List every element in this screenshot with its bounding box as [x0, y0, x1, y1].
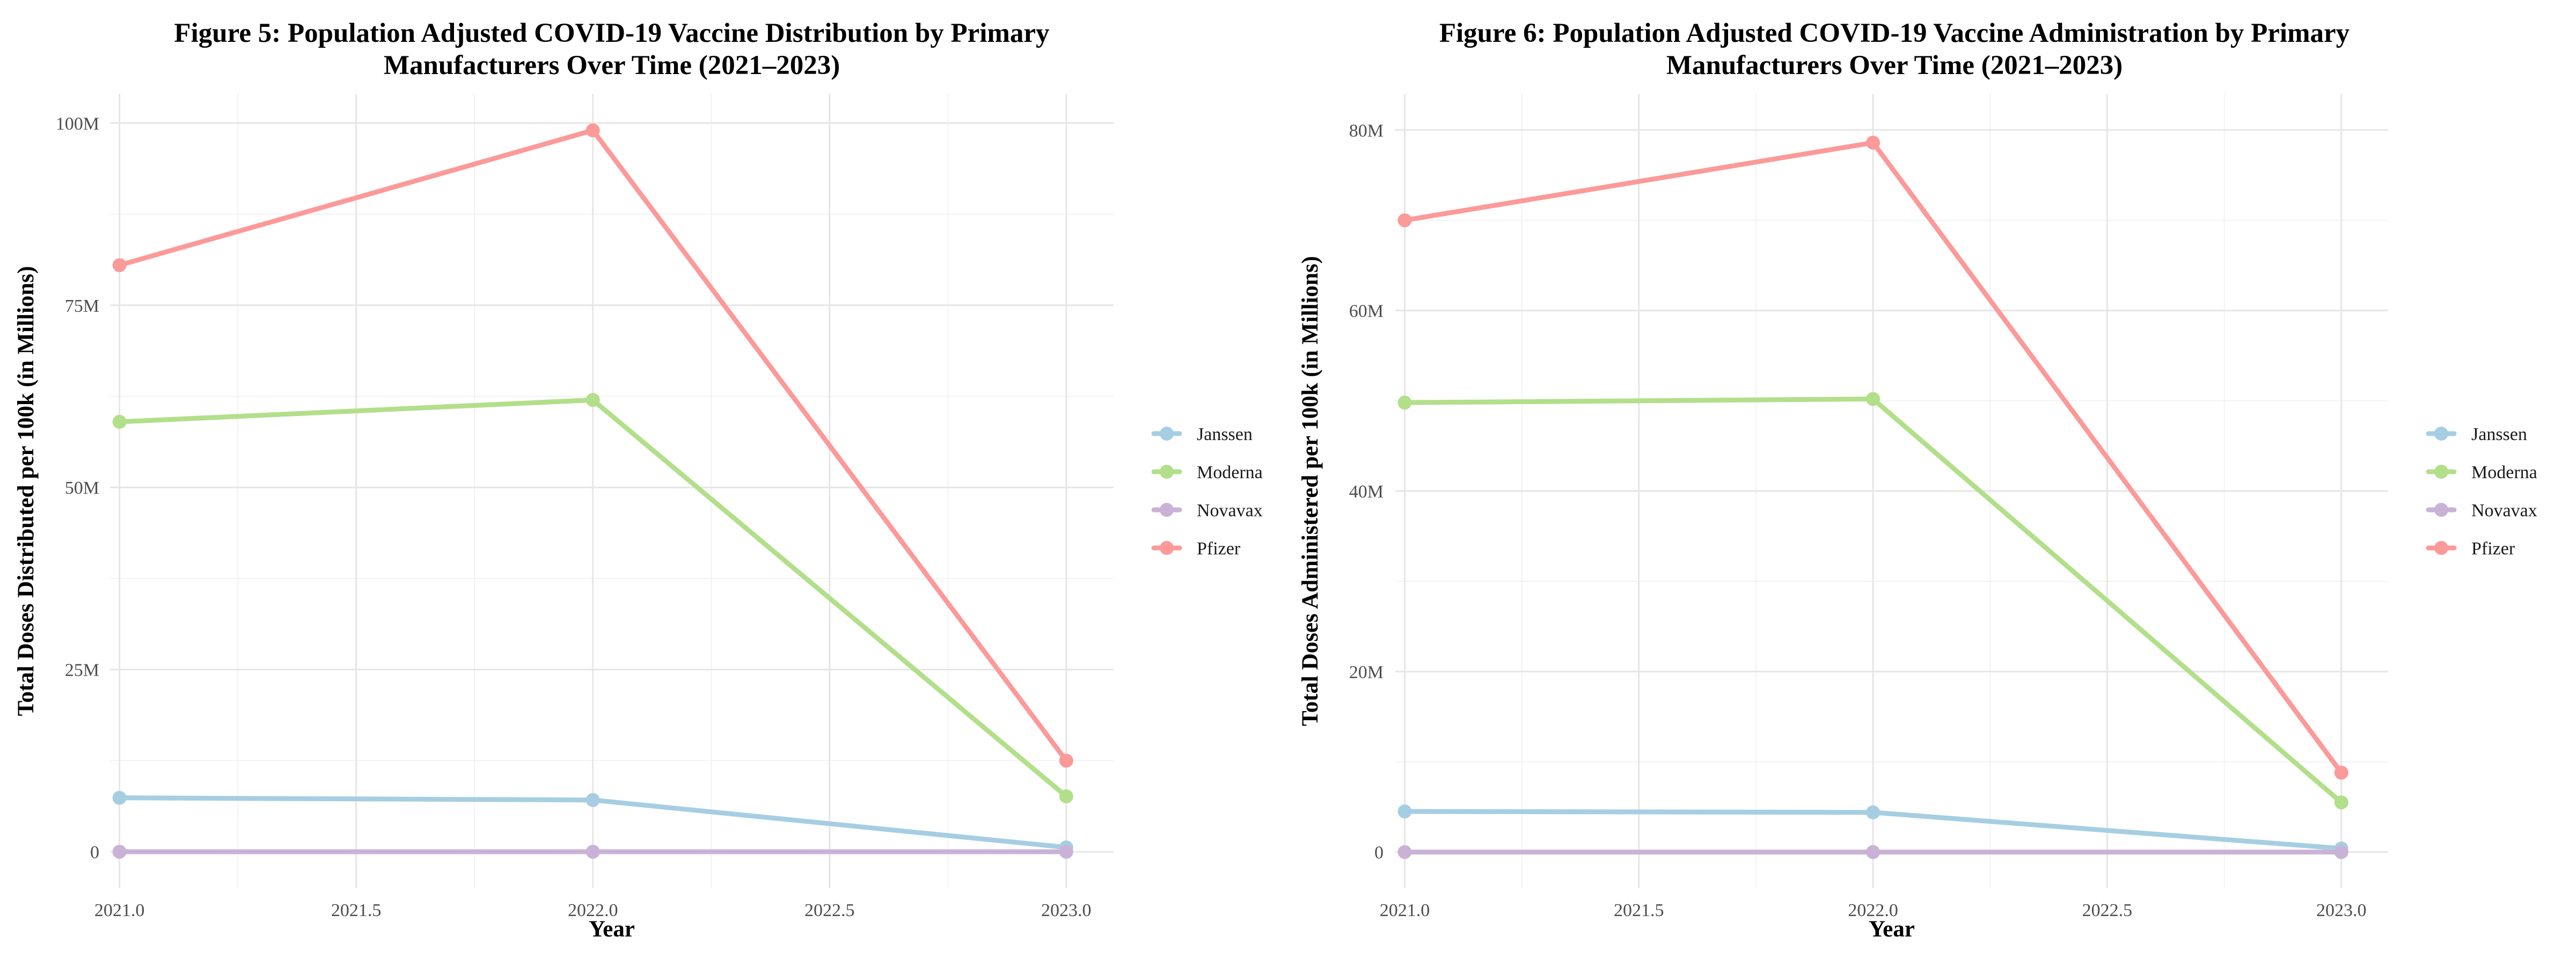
data-point-novavax: [1866, 845, 1880, 859]
data-point-moderna: [112, 415, 127, 429]
x-tick-label: 2021.0: [94, 901, 145, 920]
legend-item-janssen: Janssen: [1151, 425, 1253, 444]
legend: Janssen Moderna Novavax Pfizer: [2426, 425, 2537, 559]
chart-title-line: Manufacturers Over Time (2021–2023): [1666, 50, 2123, 80]
plot-area: [1397, 135, 2348, 859]
legend-label: Janssen: [1197, 425, 1253, 444]
gridlines: [110, 94, 1114, 888]
chart-1: Figure 5: Population Adjusted COVID-19 V…: [13, 18, 1263, 942]
y-tick-label: 25M: [65, 661, 99, 680]
data-point-pfizer: [2334, 765, 2348, 780]
legend-swatch-point: [1160, 503, 1174, 517]
y-axis-title: Total Doses Distributed per 100k (in Mil…: [13, 266, 39, 716]
y-axis-title: Total Doses Administered per 100k (in Mi…: [1298, 256, 1323, 726]
x-axis-ticks: 2021.0 2021.5 2022.0 2022.5 2023.0: [94, 901, 1092, 920]
series-moderna: [112, 393, 1073, 803]
gridlines: [1395, 94, 2388, 888]
x-tick-label: 2023.0: [2316, 901, 2367, 920]
x-tick-label: 2021.5: [331, 901, 382, 920]
x-axis-ticks: 2021.0 2021.5 2022.0 2022.5 2023.0: [1380, 901, 2367, 920]
data-point-novavax: [2334, 845, 2348, 859]
legend: Janssen Moderna Novavax Pfizer: [1151, 425, 1263, 559]
data-point-moderna: [586, 393, 600, 407]
legend-swatch-point: [2434, 427, 2448, 441]
data-point-moderna: [2334, 795, 2348, 810]
series-pfizer: [1397, 135, 2348, 780]
legend-swatch-point: [2434, 465, 2448, 479]
y-tick-label: 100M: [56, 114, 99, 134]
data-point-novavax: [112, 845, 127, 859]
legend-label: Pfizer: [2471, 539, 2515, 559]
series-novavax: [1397, 845, 2348, 859]
y-tick-label: 50M: [65, 478, 99, 498]
data-point-pfizer: [1866, 135, 1880, 150]
x-tick-label: 2023.0: [1041, 901, 1092, 920]
data-point-janssen: [1397, 804, 1412, 819]
chart-title-line: Manufacturers Over Time (2021–2023): [384, 50, 840, 80]
legend-label: Janssen: [2471, 425, 2527, 444]
data-point-novavax: [586, 845, 600, 859]
x-axis-title: Year: [1869, 917, 1915, 942]
y-axis-ticks: 0 25M 50M 75M 100M: [56, 114, 99, 862]
legend-swatch-point: [2434, 541, 2448, 555]
x-tick-label: 2022.5: [804, 901, 855, 920]
data-point-pfizer: [1059, 753, 1073, 768]
legend-item-pfizer: Pfizer: [2426, 539, 2515, 559]
plot-area: [112, 123, 1073, 859]
series-janssen: [1397, 804, 2348, 855]
legend-label: Moderna: [2471, 463, 2537, 482]
x-tick-label: 2021.0: [1380, 901, 1430, 920]
y-tick-label: 20M: [1349, 662, 1384, 682]
x-tick-label: 2021.5: [1614, 901, 1664, 920]
y-axis-ticks: 0 20M 40M 60M 80M: [1349, 121, 1384, 862]
data-point-moderna: [1059, 789, 1073, 803]
x-tick-label: 2022.0: [568, 901, 618, 920]
chart-title: Figure 6: Population Adjusted COVID-19 V…: [1439, 18, 2350, 80]
data-point-moderna: [1866, 392, 1880, 406]
legend-swatch-point: [1160, 465, 1174, 479]
legend-item-moderna: Moderna: [1151, 463, 1263, 482]
legend-item-moderna: Moderna: [2426, 463, 2537, 482]
legend-swatch-point: [1160, 541, 1174, 555]
y-tick-label: 0: [90, 843, 99, 862]
data-point-janssen: [1866, 805, 1880, 819]
series-novavax: [112, 845, 1073, 859]
y-tick-label: 60M: [1349, 302, 1384, 321]
legend-swatch-point: [2434, 503, 2448, 517]
data-point-janssen: [112, 791, 127, 805]
y-tick-label: 40M: [1349, 482, 1384, 502]
legend-item-janssen: Janssen: [2426, 425, 2527, 444]
legend-label: Novavax: [2471, 501, 2537, 521]
data-point-janssen: [586, 793, 600, 807]
legend-item-novavax: Novavax: [2426, 501, 2537, 521]
data-point-novavax: [1397, 845, 1412, 859]
chart-title-line: Figure 6: Population Adjusted COVID-19 V…: [1439, 18, 2350, 48]
y-tick-label: 80M: [1349, 121, 1384, 141]
y-tick-label: 75M: [65, 296, 99, 316]
chart-2: Figure 6: Population Adjusted COVID-19 V…: [1298, 18, 2537, 942]
legend-label: Novavax: [1197, 501, 1263, 521]
data-point-pfizer: [586, 123, 600, 137]
data-point-pfizer: [1397, 213, 1412, 228]
chart-title: Figure 5: Population Adjusted COVID-19 V…: [174, 18, 1049, 80]
series-moderna: [1397, 392, 2348, 810]
x-tick-label: 2022.5: [2082, 901, 2133, 920]
data-point-novavax: [1059, 845, 1073, 859]
legend-label: Moderna: [1197, 463, 1263, 482]
series-pfizer: [112, 123, 1073, 768]
legend-swatch-point: [1160, 427, 1174, 441]
legend-item-novavax: Novavax: [1151, 501, 1263, 521]
legend-item-pfizer: Pfizer: [1151, 539, 1241, 559]
y-tick-label: 0: [1374, 843, 1384, 863]
x-axis-title: Year: [589, 917, 635, 942]
chart-title-line: Figure 5: Population Adjusted COVID-19 V…: [174, 18, 1049, 48]
data-point-pfizer: [112, 258, 127, 273]
x-tick-label: 2022.0: [1848, 901, 1898, 920]
data-point-moderna: [1397, 396, 1412, 410]
legend-label: Pfizer: [1197, 539, 1241, 559]
